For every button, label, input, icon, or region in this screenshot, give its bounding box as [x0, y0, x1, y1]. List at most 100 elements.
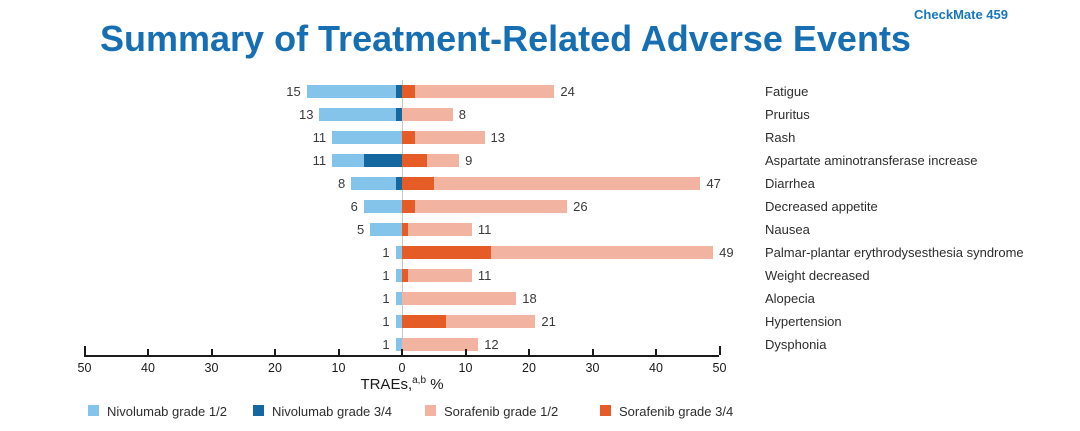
- category-label: Decreased appetite: [765, 198, 878, 214]
- page-title: Summary of Treatment-Related Adverse Eve…: [100, 18, 911, 59]
- axis-tick-label: 40: [141, 361, 155, 375]
- legend-label: Nivolumab grade 1/2: [107, 404, 227, 419]
- axis-tick-label: 20: [522, 361, 536, 375]
- bar-sorafenib-grade12: [446, 315, 536, 328]
- axis-tick: [718, 346, 721, 355]
- bar-sorafenib-grade34: [402, 131, 415, 144]
- axis-tick-label: 0: [398, 361, 406, 375]
- axis-tick-label: 10: [458, 361, 473, 375]
- category-label: Pruritus: [765, 106, 810, 122]
- axis-tick-label: 40: [649, 361, 663, 375]
- bar-nivolumab-grade12: [332, 154, 364, 167]
- bar-value-sorafenib: 26: [573, 199, 588, 214]
- bar-nivolumab-grade12: [370, 223, 402, 236]
- bar-nivolumab-grade12: [395, 338, 402, 351]
- bar-sorafenib-grade34: [402, 315, 447, 328]
- bar-sorafenib-grade34: [402, 177, 434, 190]
- bar-value-sorafenib: 18: [522, 291, 537, 306]
- axis-tick-label: 10: [331, 361, 346, 375]
- bar-sorafenib-grade12: [433, 177, 701, 190]
- bar-nivolumab-grade34: [395, 108, 402, 121]
- legend-label: Nivolumab grade 3/4: [272, 404, 392, 419]
- axis-tick: [210, 349, 213, 355]
- legend-swatch: [88, 405, 99, 416]
- bar-nivolumab-grade12: [395, 246, 402, 259]
- bar-value-nivolumab: 13: [298, 107, 314, 122]
- bar-value-sorafenib: 11: [477, 222, 492, 237]
- axis-tick-label: 30: [585, 361, 600, 375]
- bar-nivolumab-grade34: [395, 85, 402, 98]
- bar-value-sorafenib: 49: [719, 245, 734, 260]
- category-label: Hypertension: [765, 313, 842, 329]
- axis-tick: [655, 349, 657, 355]
- category-label: Rash: [765, 129, 796, 145]
- legend-label: Sorafenib grade 3/4: [619, 404, 734, 419]
- x-axis-title: TRAEs,a,b %: [302, 375, 502, 393]
- bar-sorafenib-grade12: [414, 85, 555, 98]
- axis-tick: [83, 346, 86, 355]
- bar-sorafenib-grade12: [414, 131, 485, 144]
- legend-swatch: [600, 405, 611, 416]
- bar-nivolumab-grade12: [351, 177, 396, 190]
- category-label: Palmar-plantar erythrodysesthesia syndro…: [765, 244, 1024, 260]
- x-axis-title-text: TRAEs,: [360, 376, 413, 393]
- legend-swatch: [253, 405, 264, 416]
- bar-value-nivolumab: 1: [382, 245, 390, 260]
- bar-sorafenib-grade12: [414, 200, 568, 213]
- bar-nivolumab-grade12: [395, 315, 402, 328]
- axis-tick-label: 50: [712, 361, 727, 375]
- bar-value-sorafenib: 24: [560, 84, 575, 99]
- category-label: Diarrhea: [765, 175, 815, 191]
- bar-value-nivolumab: 5: [357, 222, 365, 237]
- x-axis-title-unit: %: [426, 376, 444, 393]
- bar-nivolumab-grade34: [363, 154, 402, 167]
- axis-tick: [274, 349, 276, 355]
- axis-tick-label: 20: [268, 361, 282, 375]
- bar-value-nivolumab: 1: [382, 268, 390, 283]
- bar-value-nivolumab: 11: [312, 153, 327, 168]
- bar-nivolumab-grade12: [319, 108, 396, 121]
- legend-label: Sorafenib grade 1/2: [444, 404, 559, 419]
- x-axis-title-superscript: a,b: [412, 375, 427, 386]
- bar-sorafenib-grade34: [402, 246, 491, 259]
- axis-tick: [147, 349, 149, 355]
- bar-value-sorafenib: 8: [458, 107, 467, 122]
- bar-value-sorafenib: 13: [490, 130, 506, 145]
- bar-sorafenib-grade12: [408, 223, 472, 236]
- bar-value-nivolumab: 11: [312, 130, 327, 145]
- axis-tick: [401, 349, 403, 355]
- axis-tick-label: 50: [77, 361, 92, 375]
- bar-value-nivolumab: 8: [337, 176, 346, 191]
- bar-value-nivolumab: 6: [350, 199, 358, 214]
- bar-nivolumab-grade12: [395, 292, 402, 305]
- axis-tick: [591, 349, 594, 355]
- bar-value-nivolumab: 1: [382, 291, 390, 306]
- bar-value-sorafenib: 11: [477, 268, 492, 283]
- bar-value-sorafenib: 21: [541, 314, 556, 329]
- category-label: Alopecia: [765, 290, 815, 306]
- x-axis-line: [84, 355, 719, 357]
- axis-tick-label: 30: [204, 361, 219, 375]
- category-label: Dysphonia: [765, 336, 827, 352]
- bar-sorafenib-grade12: [402, 338, 479, 351]
- bar-value-sorafenib: 47: [706, 176, 721, 191]
- bar-nivolumab-grade12: [332, 131, 402, 144]
- axis-tick: [337, 349, 340, 355]
- bar-nivolumab-grade12: [363, 200, 402, 213]
- bar-sorafenib-grade34: [402, 85, 415, 98]
- category-label: Nausea: [765, 221, 810, 237]
- bar-nivolumab-grade12: [395, 269, 402, 282]
- bar-sorafenib-grade12: [427, 154, 460, 167]
- axis-tick: [528, 349, 530, 355]
- bar-value-sorafenib: 9: [465, 153, 473, 168]
- study-badge: CheckMate 459: [914, 7, 1008, 22]
- category-label: Fatigue: [765, 83, 809, 99]
- bar-sorafenib-grade34: [402, 200, 415, 213]
- bar-sorafenib-grade12: [402, 108, 453, 121]
- bar-sorafenib-grade34: [402, 269, 409, 282]
- bar-nivolumab-grade34: [395, 177, 402, 190]
- bar-nivolumab-grade12: [306, 85, 396, 98]
- bar-sorafenib-grade12: [402, 292, 517, 305]
- bar-sorafenib-grade12: [490, 246, 714, 259]
- bar-value-nivolumab: 1: [382, 337, 390, 352]
